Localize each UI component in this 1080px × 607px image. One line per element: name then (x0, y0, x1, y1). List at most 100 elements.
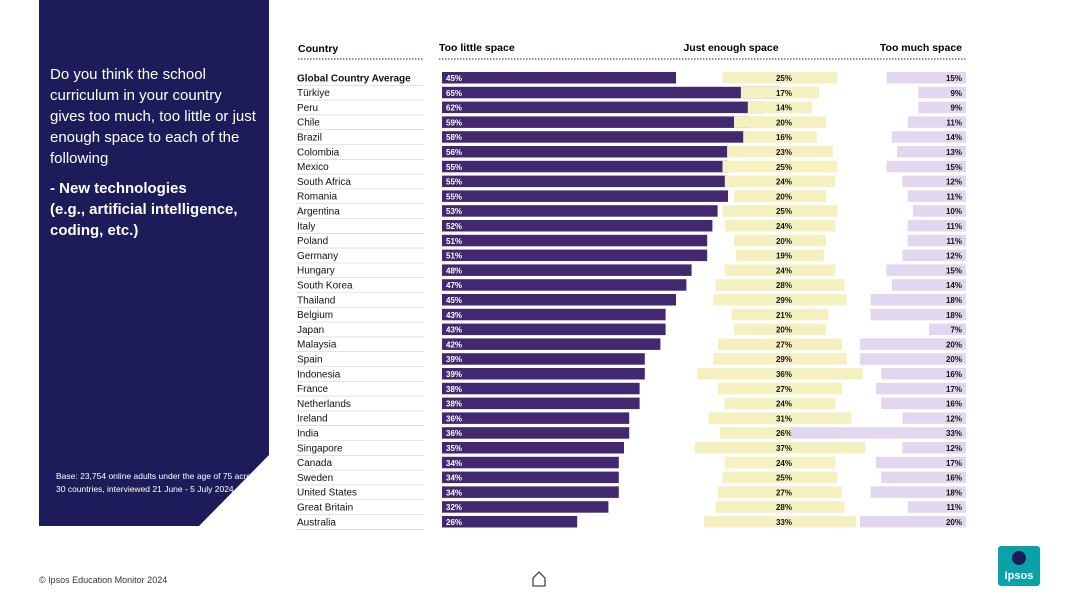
just-enough-label: 25% (776, 474, 792, 483)
too-little-bar (442, 382, 640, 395)
country-label: Romania (297, 192, 337, 203)
just-enough-label: 14% (776, 104, 792, 113)
just-enough-label: 28% (776, 281, 792, 290)
country-label: Malaysia (297, 340, 337, 351)
too-little-bar (442, 516, 578, 528)
too-much-label: 18% (946, 296, 962, 305)
just-enough-label: 33% (776, 518, 792, 527)
too-much-bar (902, 175, 966, 188)
home-icon[interactable] (531, 570, 547, 588)
too-little-label: 38% (446, 385, 462, 394)
too-much-label: 11% (946, 192, 962, 201)
too-little-label: 39% (446, 370, 462, 379)
too-little-bar (442, 294, 676, 306)
too-much-label: 13% (946, 148, 962, 157)
too-little-label: 34% (446, 488, 462, 497)
too-little-bar (442, 264, 692, 276)
too-much-label: 12% (946, 252, 962, 261)
too-little-bar (442, 368, 645, 380)
too-little-bar (442, 72, 676, 84)
country-label: Mexico (297, 162, 329, 173)
too-little-label: 51% (446, 237, 462, 246)
too-little-bar (442, 412, 630, 424)
too-little-label: 62% (446, 104, 462, 113)
too-much-label: 12% (946, 178, 962, 187)
just-enough-bar (724, 220, 836, 232)
too-little-bar (442, 338, 661, 350)
too-little-label: 34% (446, 474, 462, 483)
too-much-bar (870, 486, 966, 498)
country-label: Germany (297, 251, 338, 262)
too-much-label: 16% (946, 474, 962, 483)
just-enough-label: 24% (776, 222, 792, 231)
too-much-bar (907, 190, 966, 202)
country-label: Türkiye (297, 88, 330, 99)
just-enough-label: 20% (776, 118, 792, 127)
too-little-bar (442, 160, 728, 173)
just-enough-bar (717, 338, 843, 350)
just-enough-bar (734, 116, 826, 128)
too-much-bar (875, 456, 966, 469)
just-enough-label: 16% (776, 133, 792, 142)
too-little-label: 43% (446, 311, 462, 320)
just-enough-bar (708, 412, 852, 424)
too-little-bar (442, 308, 666, 321)
just-enough-bar (740, 86, 820, 99)
too-little-bar (442, 220, 713, 232)
too-much-bar (791, 427, 966, 439)
just-enough-label: 25% (776, 74, 792, 83)
too-much-label: 33% (946, 429, 962, 438)
survey-topic: - New technologies (e.g., artificial int… (50, 180, 238, 239)
just-enough-label: 26% (776, 429, 792, 438)
just-enough-label: 21% (776, 311, 792, 320)
too-little-bar (442, 131, 744, 143)
too-much-label: 11% (946, 503, 962, 512)
chart: Country Too little space Just enough space… (296, 42, 966, 530)
just-enough-bar (736, 249, 824, 262)
country-label: United States (297, 488, 357, 499)
too-little-bar (442, 279, 687, 291)
just-enough-bar (697, 368, 863, 380)
too-little-label: 39% (446, 355, 462, 364)
too-little-label: 58% (446, 133, 462, 142)
country-label: South Korea (297, 280, 353, 291)
just-enough-header: Just enough space (683, 42, 778, 54)
just-enough-label: 36% (776, 370, 792, 379)
logo-mark (1012, 551, 1026, 565)
just-enough-bar (734, 323, 826, 336)
country-label: Poland (297, 236, 328, 247)
too-much-label: 9% (950, 89, 962, 98)
too-much-bar (907, 220, 966, 232)
too-much-bar (902, 442, 966, 454)
just-enough-bar (731, 308, 829, 321)
too-much-label: 11% (946, 237, 962, 246)
too-little-label: 38% (446, 400, 462, 409)
too-little-bar (442, 471, 619, 484)
too-little-label: 65% (446, 89, 462, 98)
too-much-bar (886, 264, 966, 276)
too-little-bar (442, 116, 749, 128)
too-much-bar (907, 501, 966, 513)
too-much-bar (870, 308, 966, 321)
too-little-bar (442, 353, 645, 365)
too-little-bar (442, 190, 728, 202)
just-enough-bar (722, 72, 838, 84)
too-little-label: 55% (446, 192, 462, 201)
too-little-label: 52% (446, 222, 462, 231)
too-little-label: 56% (446, 148, 462, 157)
too-little-bar (442, 101, 765, 114)
country-label: South Africa (297, 177, 351, 188)
country-label: Netherlands (297, 399, 351, 410)
too-little-label: 36% (446, 429, 462, 438)
just-enough-bar (722, 205, 838, 217)
too-much-label: 9% (950, 104, 962, 113)
country-label: France (297, 384, 329, 395)
just-enough-bar (720, 427, 840, 439)
just-enough-label: 17% (776, 89, 792, 98)
just-enough-bar (724, 456, 836, 469)
too-much-label: 16% (946, 400, 962, 409)
country-label: Australia (297, 517, 336, 528)
country-label: Great Britain (297, 502, 353, 513)
just-enough-label: 24% (776, 266, 792, 275)
too-little-label: 48% (446, 266, 462, 275)
